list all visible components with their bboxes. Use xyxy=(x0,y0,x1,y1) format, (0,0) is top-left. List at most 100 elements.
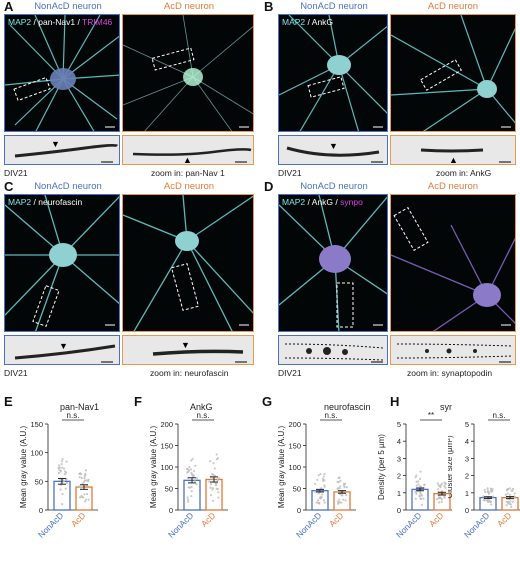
data-point xyxy=(80,486,83,489)
data-point xyxy=(84,500,87,503)
data-point xyxy=(191,474,194,477)
y-tick-label: 50 xyxy=(165,485,173,494)
div-caption: DIV21 xyxy=(4,168,28,178)
data-point xyxy=(323,501,326,504)
data-point xyxy=(511,500,514,503)
data-point xyxy=(214,484,218,487)
data-point xyxy=(345,493,348,497)
y-tick-label: 1 xyxy=(465,489,469,498)
data-point xyxy=(187,500,190,503)
data-point xyxy=(422,497,425,500)
data-point xyxy=(483,498,486,501)
data-point xyxy=(415,492,418,496)
zoom-b-acd: ▲ xyxy=(390,135,516,165)
data-point xyxy=(78,472,81,476)
data-point xyxy=(317,474,320,477)
data-point xyxy=(65,460,68,463)
data-point xyxy=(320,487,323,490)
y-tick-label: 150 xyxy=(288,442,301,451)
data-point xyxy=(213,467,216,470)
panel-label-h: H xyxy=(390,394,400,409)
micrograph-c-acd xyxy=(122,194,254,332)
data-point xyxy=(421,494,424,497)
panel-label-b: B xyxy=(264,0,274,14)
y-tick-label: 4 xyxy=(465,437,469,446)
data-point xyxy=(78,485,81,488)
y-tick-label: 0 xyxy=(169,506,173,515)
data-point xyxy=(338,498,341,501)
data-point xyxy=(345,486,348,489)
data-point xyxy=(512,487,515,490)
data-point xyxy=(482,495,485,498)
data-point xyxy=(186,498,190,501)
data-point xyxy=(217,477,221,480)
data-point xyxy=(188,465,191,469)
data-point xyxy=(423,483,426,486)
data-point xyxy=(87,478,90,481)
data-point xyxy=(64,487,67,490)
category-label: AcD xyxy=(495,510,513,528)
data-point xyxy=(439,496,442,500)
chart-title: AnkG xyxy=(190,402,213,412)
y-tick-label: 2 xyxy=(465,472,469,481)
data-point xyxy=(419,497,422,500)
data-point xyxy=(58,466,62,469)
data-point xyxy=(491,487,494,491)
data-point xyxy=(339,485,342,488)
neuron-image xyxy=(279,195,387,331)
data-point xyxy=(215,487,218,490)
micrograph-d-nonacd: MAP2 / AnkG / synpo xyxy=(278,194,388,332)
y-tick-label: 0 xyxy=(297,506,301,515)
data-point xyxy=(443,484,446,488)
data-point xyxy=(63,473,67,476)
y-tick-label: 5 xyxy=(397,420,401,429)
y-tick-label: 50 xyxy=(293,485,301,494)
data-point xyxy=(314,490,317,493)
micrograph-b-nonacd: MAP2 / AnkG xyxy=(278,14,388,132)
data-point xyxy=(513,492,516,495)
data-point xyxy=(60,460,64,463)
data-point xyxy=(415,474,418,477)
data-point xyxy=(340,494,344,497)
data-point xyxy=(84,472,87,475)
micrograph-c-nonacd: MAP2 / neurofascin xyxy=(4,194,120,332)
panel-label-a: A xyxy=(4,0,14,14)
micrograph-b-acd xyxy=(390,14,516,132)
data-point xyxy=(59,488,62,491)
data-point xyxy=(322,499,325,502)
data-point xyxy=(443,481,446,484)
bar xyxy=(205,478,223,511)
data-point xyxy=(322,479,325,482)
data-point xyxy=(342,498,345,501)
data-point xyxy=(510,489,513,492)
data-point xyxy=(209,494,213,497)
data-point xyxy=(490,490,493,493)
data-point xyxy=(80,495,84,499)
svg-text:▼: ▼ xyxy=(59,341,68,351)
data-point xyxy=(58,468,61,471)
data-point xyxy=(193,469,196,473)
col-title-acd: AcD neuron xyxy=(427,181,479,192)
data-point xyxy=(338,476,341,479)
data-point xyxy=(444,486,447,489)
chart-title: pan-Nav1 xyxy=(60,402,99,412)
significance-label: n.s. xyxy=(325,411,338,420)
data-point xyxy=(508,493,511,496)
y-tick-label: 3 xyxy=(397,454,401,463)
y-axis-label: Mean gray value (A.U.) xyxy=(19,426,28,509)
data-point xyxy=(82,481,85,484)
y-tick-label: 3 xyxy=(465,454,469,463)
data-point xyxy=(211,477,214,481)
data-point xyxy=(321,493,324,496)
y-tick-label: 5 xyxy=(465,420,469,429)
y-axis-label: Mean gray value (A.U.) xyxy=(149,426,158,509)
data-point xyxy=(486,489,490,492)
data-point xyxy=(87,498,90,501)
svg-text:▼: ▼ xyxy=(51,139,60,149)
micrograph-d-acd xyxy=(390,194,516,332)
data-point xyxy=(80,476,83,480)
data-point xyxy=(208,480,211,483)
